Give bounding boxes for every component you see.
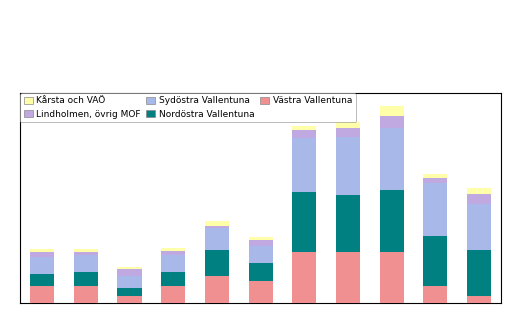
Bar	[335, 195, 359, 252]
Bar	[292, 193, 316, 252]
Bar	[117, 267, 141, 269]
Bar	[117, 296, 141, 303]
Bar	[292, 130, 316, 138]
Bar	[117, 277, 141, 288]
Bar	[466, 204, 490, 250]
Legend: Kårsta och VAÖ, Lindholmen, övrig MOF, Sydöstra Vallentuna, Nordöstra Vallentuna: Kårsta och VAÖ, Lindholmen, övrig MOF, S…	[20, 93, 355, 122]
Bar	[423, 174, 446, 178]
Bar	[205, 277, 228, 303]
Bar	[248, 237, 272, 240]
Bar	[248, 281, 272, 303]
Bar	[30, 249, 54, 252]
Bar	[30, 274, 54, 286]
Bar	[335, 137, 359, 195]
Bar	[30, 257, 54, 274]
Bar	[74, 249, 97, 252]
Bar	[379, 190, 403, 252]
Bar	[205, 250, 228, 277]
Bar	[423, 235, 446, 286]
Bar	[248, 263, 272, 281]
Bar	[248, 246, 272, 263]
Bar	[292, 126, 316, 130]
Bar	[205, 226, 228, 228]
Bar	[161, 255, 185, 272]
Bar	[74, 252, 97, 255]
Bar	[117, 269, 141, 277]
Bar	[161, 286, 185, 303]
Bar	[466, 250, 490, 296]
Bar	[30, 286, 54, 303]
Bar	[335, 128, 359, 137]
Bar	[423, 178, 446, 183]
Bar	[74, 255, 97, 272]
Bar	[161, 248, 185, 251]
Bar	[423, 286, 446, 303]
Bar	[205, 228, 228, 250]
Bar	[292, 138, 316, 193]
Bar	[117, 288, 141, 296]
Bar	[466, 193, 490, 204]
Bar	[205, 221, 228, 226]
Bar	[74, 286, 97, 303]
Bar	[466, 188, 490, 193]
Bar	[379, 106, 403, 116]
Bar	[161, 251, 185, 255]
Bar	[379, 128, 403, 190]
Bar	[74, 272, 97, 286]
Bar	[292, 252, 316, 303]
Bar	[30, 252, 54, 257]
Bar	[379, 116, 403, 128]
Bar	[379, 252, 403, 303]
Bar	[161, 272, 185, 286]
Bar	[335, 121, 359, 128]
Bar	[466, 296, 490, 303]
Bar	[248, 240, 272, 246]
Bar	[423, 183, 446, 235]
Bar	[335, 252, 359, 303]
